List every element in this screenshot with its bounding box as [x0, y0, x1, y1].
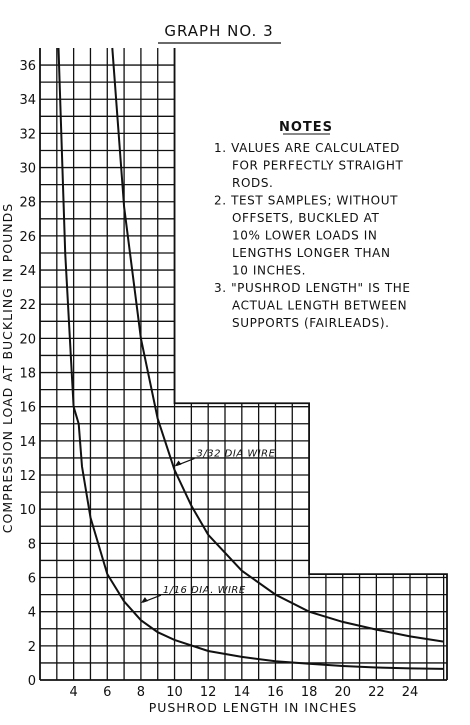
curve-annotations: 3/32 DIA WIRE 1/16 DIA. WIRE [140, 448, 276, 604]
y-tick-label: 0 [28, 674, 36, 689]
y-tick-label: 24 [19, 264, 36, 279]
annotation-3-32-dia-wire: 3/32 DIA WIRE [197, 448, 276, 459]
y-axis-title: COMPRESSION LOAD AT BUCKLING IN POUNDS [0, 203, 15, 533]
y-tick-label: 8 [28, 537, 36, 552]
chart-title: GRAPH NO. 3 [164, 22, 273, 40]
y-tick-label: 14 [19, 435, 36, 450]
note-line: 3. "PUSHROD LENGTH" IS THE [214, 281, 411, 295]
y-tick-label: 30 [19, 162, 36, 177]
x-tick-label: 12 [200, 685, 217, 700]
y-tick-label: 36 [19, 59, 36, 74]
y-tick-label: 20 [19, 332, 36, 347]
annotation-arrowhead [140, 597, 148, 604]
annotation-1-16-dia-wire: 1/16 DIA. WIRE [163, 585, 246, 596]
x-tick-labels: 4 6 8 10 12 14 16 18 20 22 24 [69, 685, 418, 700]
note-line: OFFSETS, BUCKLED AT [232, 211, 379, 225]
x-tick-label: 22 [368, 685, 385, 700]
series-line-3-32-dia-wire [111, 47, 444, 643]
note-line: FOR PERFECTLY STRAIGHT [232, 159, 404, 173]
y-tick-label: 4 [28, 606, 36, 621]
x-tick-label: 24 [402, 685, 419, 700]
series-line-1-16-dia-wire [57, 47, 444, 670]
y-tick-label: 26 [19, 230, 36, 245]
y-tick-label: 34 [19, 93, 36, 108]
notes-lines: 1. VALUES ARE CALCULATED FOR PERFECTLY ST… [214, 141, 411, 330]
note-line: 1. VALUES ARE CALCULATED [214, 141, 400, 155]
y-tick-label: 32 [19, 127, 36, 142]
annotation-arrowhead [174, 460, 182, 467]
note-line: LENGTHS LONGER THAN [232, 246, 391, 260]
y-tick-label: 28 [19, 196, 36, 211]
y-tick-label: 16 [19, 401, 36, 416]
x-tick-label: 6 [103, 685, 111, 700]
note-line: 10 INCHES. [232, 264, 306, 278]
y-tick-label: 6 [28, 572, 36, 587]
notes-heading: NOTES [279, 120, 333, 135]
y-tick-label: 10 [19, 503, 36, 518]
note-line: RODS. [232, 176, 273, 190]
x-tick-label: 20 [334, 685, 351, 700]
x-tick-label: 4 [69, 685, 77, 700]
y-tick-label: 12 [19, 469, 36, 484]
series-lines [57, 47, 444, 670]
x-tick-label: 14 [234, 685, 251, 700]
plot-frame [39, 48, 448, 681]
y-tick-label: 22 [19, 298, 36, 313]
note-line: SUPPORTS (FAIRLEADS). [232, 316, 390, 330]
x-tick-label: 8 [137, 685, 145, 700]
note-line: ACTUAL LENGTH BETWEEN [232, 299, 407, 313]
grid-lines [40, 48, 447, 680]
x-tick-label: 18 [301, 685, 318, 700]
notes-block: NOTES 1. VALUES ARE CALCULATED FOR PERFEC… [214, 120, 411, 330]
y-tick-label: 2 [28, 640, 36, 655]
x-tick-label: 10 [166, 685, 183, 700]
note-line: 10% LOWER LOADS IN [232, 229, 377, 243]
x-tick-label: 16 [267, 685, 284, 700]
note-line: 2. TEST SAMPLES; WITHOUT [214, 194, 398, 208]
x-axis-title: PUSHROD LENGTH IN INCHES [149, 700, 358, 715]
grid-boundary [173, 48, 448, 680]
y-tick-label: 18 [19, 367, 36, 382]
